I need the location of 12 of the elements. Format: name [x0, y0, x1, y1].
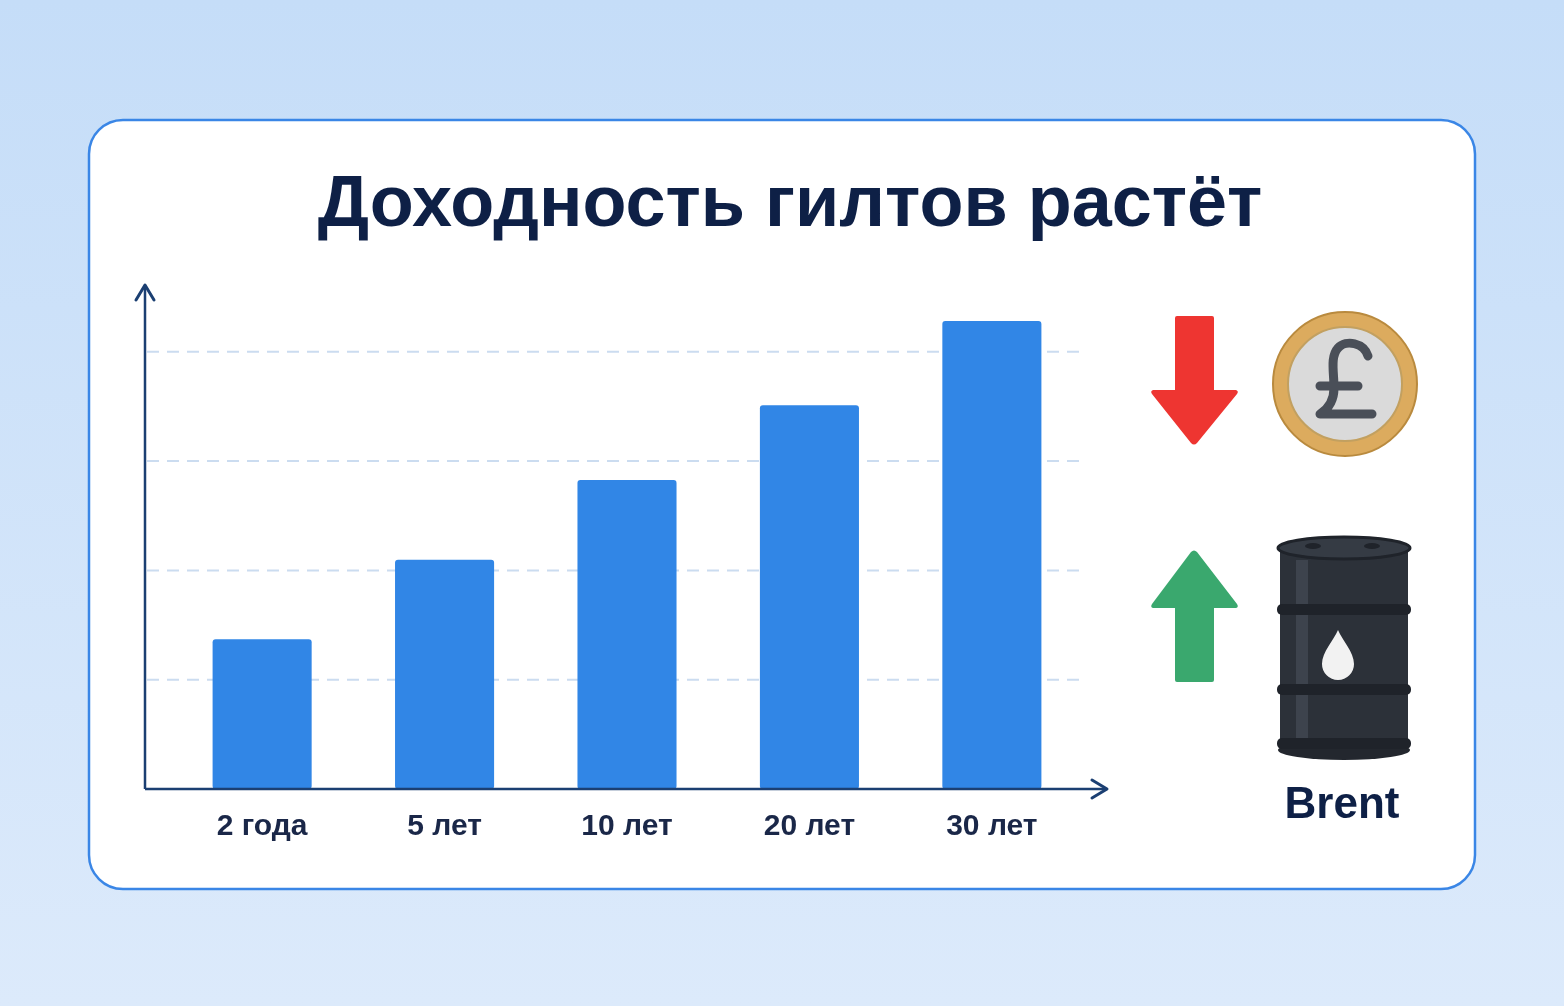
x-tick-label: 5 лет [407, 808, 482, 841]
bar [577, 480, 677, 789]
x-tick-label: 2 года [216, 808, 308, 841]
x-tick-label: 10 лет [581, 808, 673, 841]
bar [395, 559, 495, 789]
x-tick-label: 30 лет [946, 808, 1038, 841]
chart-title: Доходность гилтов растёт [317, 161, 1263, 241]
bar [759, 405, 859, 789]
x-tick-label: 20 лет [763, 808, 856, 841]
bar [942, 321, 1042, 789]
bar [212, 639, 312, 789]
text: Brent [1284, 778, 1400, 827]
